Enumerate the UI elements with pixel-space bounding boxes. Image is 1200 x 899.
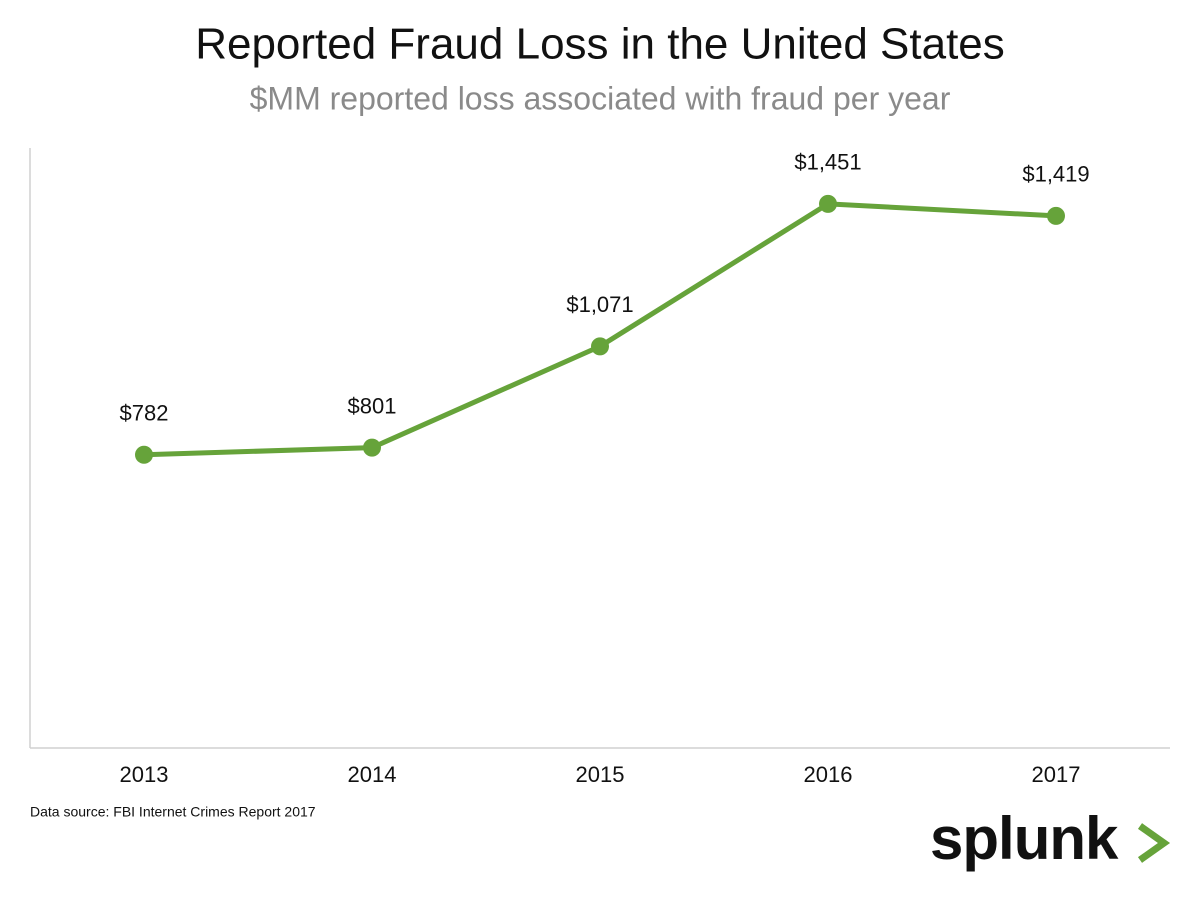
point (819, 194, 837, 213)
x-tick-label: 2015 (576, 762, 625, 787)
line (143, 201, 1057, 458)
point (1047, 206, 1065, 225)
x-tick-label: 2013 (120, 762, 169, 787)
value-label: $1,451 (794, 150, 861, 175)
point (363, 438, 381, 457)
x-tick-label: 2017 (1032, 762, 1081, 787)
logo: splunk (930, 805, 1119, 872)
x-tick-label: 2014 (348, 762, 397, 787)
chart-subtitle: $MM reported loss associated with fraud … (250, 80, 951, 116)
x-tick-label: 2016 (804, 762, 853, 787)
chart-title: Reported Fraud Loss in the United States (195, 20, 1005, 69)
source-note: Data source: FBI Internet Crimes Report … (30, 804, 316, 820)
point (135, 445, 153, 464)
value-label: $782 (120, 401, 169, 426)
value-label: $1,419 (1022, 162, 1089, 187)
value-label: $1,071 (566, 292, 633, 317)
value-label: $801 (348, 393, 397, 418)
point (591, 337, 609, 356)
logo-chevron (1137, 823, 1171, 863)
